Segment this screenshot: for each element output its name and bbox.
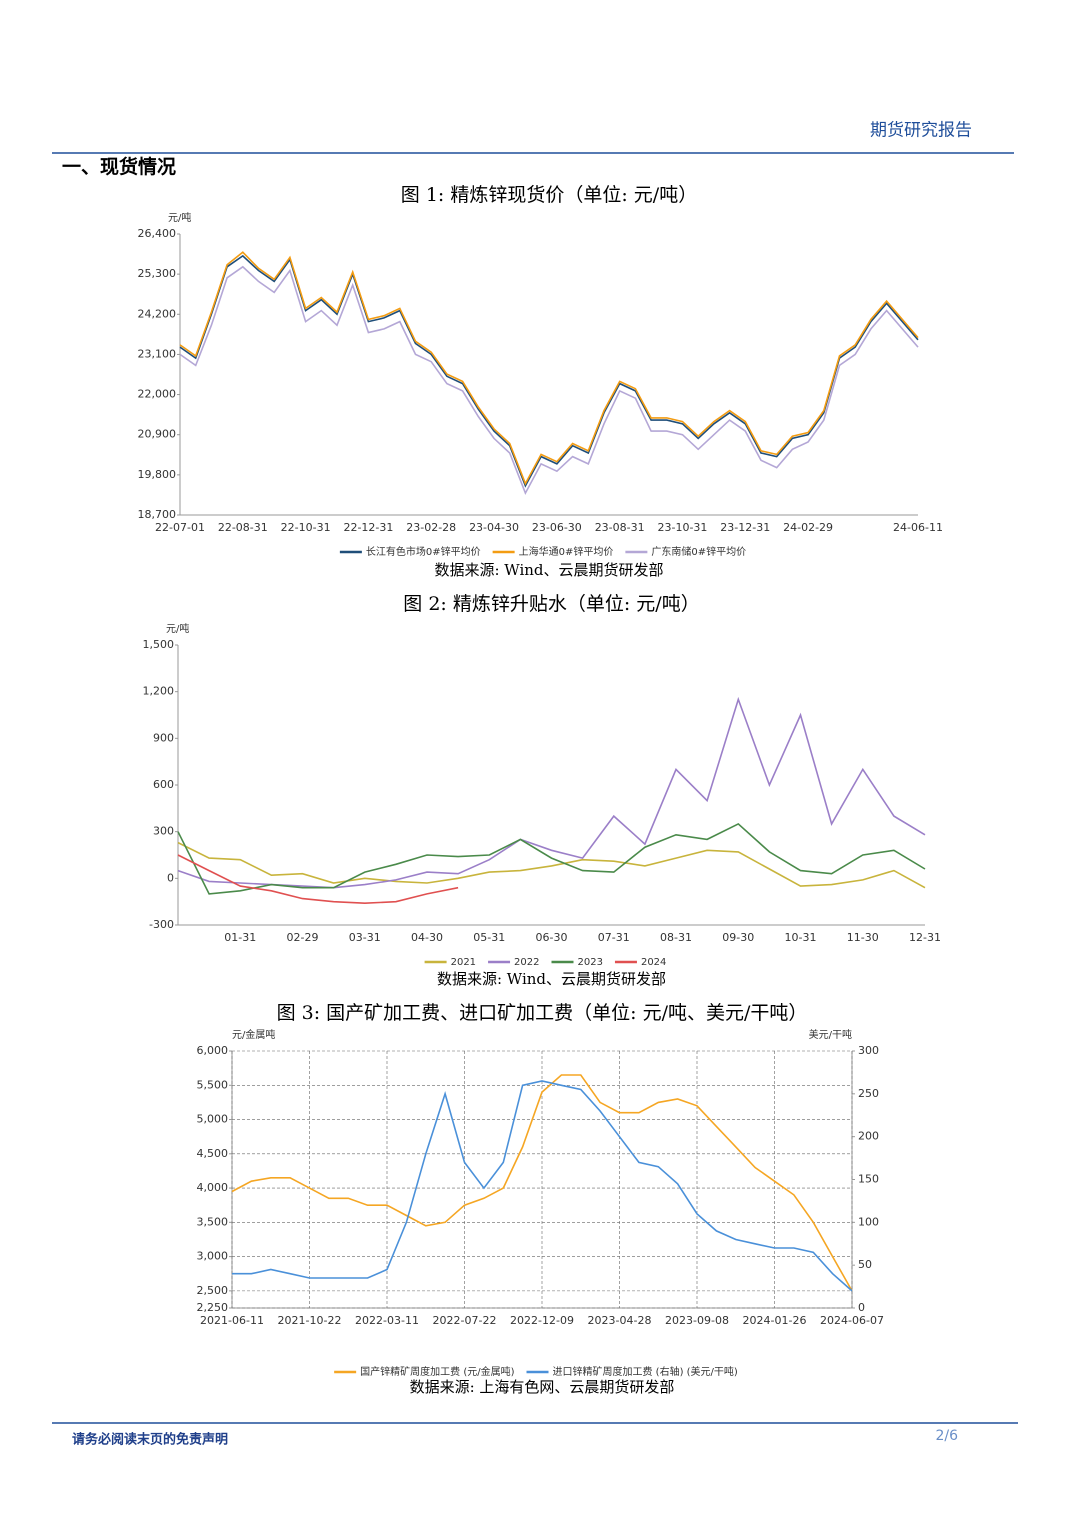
x-tick-label: 23-10-31 (657, 521, 707, 534)
chart-title: 图 3: 国产矿加工费、进口矿加工费（单位: 元/吨、美元/干吨） (277, 1002, 808, 1024)
x-tick-label: 2021-10-22 (278, 1314, 342, 1327)
legend-label: 广东南储0#锌平均价 (651, 545, 746, 558)
x-tick-label: 22-12-31 (343, 521, 393, 534)
y2-tick-label: 0 (858, 1301, 865, 1314)
y-tick-label: 900 (153, 731, 174, 744)
x-tick-label: 08-31 (660, 931, 692, 944)
x-tick-label: 04-30 (411, 931, 443, 944)
y-tick-label: 5,500 (197, 1078, 229, 1091)
y-axis-unit: 元/金属吨 (232, 1028, 275, 1041)
x-tick-label: 01-31 (224, 931, 256, 944)
chart-title: 图 2: 精炼锌升贴水（单位: 元/吨） (403, 593, 699, 615)
chart-title: 图 1: 精炼锌现货价（单位: 元/吨） (401, 184, 697, 206)
y-tick-label: 4,500 (197, 1147, 229, 1160)
y-axis-unit: 元/吨 (166, 622, 189, 635)
chart-source: 数据来源: Wind、云晨期货研发部 (437, 970, 666, 988)
legend-label: 2022 (514, 957, 539, 968)
y2-tick-label: 200 (858, 1130, 879, 1143)
x-tick-label: 23-12-31 (720, 521, 770, 534)
x-tick-label: 22-10-31 (281, 521, 331, 534)
y-tick-label: -300 (149, 918, 174, 931)
chart-source: 数据来源: 上海有色网、云晨期货研发部 (410, 1378, 675, 1396)
y-tick-label: 300 (153, 825, 174, 838)
disclaimer: 请务必阅读末页的免责声明 (72, 1432, 228, 1448)
y-tick-label: 18,700 (138, 508, 177, 521)
x-tick-label: 10-31 (785, 931, 817, 944)
x-tick-label: 22-08-31 (218, 521, 268, 534)
section-title: 一、现货情况 (62, 155, 176, 178)
series-line (177, 696, 926, 889)
legend-label: 2024 (641, 957, 666, 968)
x-tick-label: 23-08-31 (595, 521, 645, 534)
legend-label: 长江有色市场0#锌平均价 (366, 545, 481, 558)
y-tick-label: 4,000 (197, 1181, 229, 1194)
y-tick-label: 20,900 (138, 428, 177, 441)
y-tick-label: 22,000 (138, 388, 177, 401)
x-tick-label: 05-31 (473, 931, 505, 944)
x-tick-label: 11-30 (847, 931, 879, 944)
series-line (177, 854, 459, 905)
header-title: 期货研究报告 (870, 121, 972, 141)
y-tick-label: 5,000 (197, 1113, 229, 1126)
x-tick-label: 2024-01-26 (743, 1314, 807, 1327)
series-line (177, 822, 926, 895)
y-tick-label: 0 (167, 871, 174, 884)
y-tick-label: 23,100 (138, 347, 177, 360)
chart-source: 数据来源: Wind、云晨期货研发部 (434, 561, 663, 579)
y-tick-label: 19,800 (138, 468, 177, 481)
series-line (179, 254, 919, 488)
series-line (232, 1080, 853, 1292)
x-tick-label: 2022-07-22 (433, 1314, 497, 1327)
x-tick-label: 12-31 (909, 931, 941, 944)
y-tick-label: 3,000 (197, 1250, 229, 1263)
series-line (179, 265, 919, 496)
x-tick-label: 07-31 (598, 931, 630, 944)
legend-label: 进口锌精矿周度加工费 (右轴) (美元/干吨) (553, 1365, 738, 1378)
y-tick-label: 3,500 (197, 1215, 229, 1228)
x-tick-label: 23-04-30 (469, 521, 519, 534)
x-tick-label: 24-06-11 (893, 521, 943, 534)
x-tick-label: 2023-04-28 (588, 1314, 652, 1327)
y-tick-label: 1,200 (143, 685, 175, 698)
y2-tick-label: 250 (858, 1087, 879, 1100)
y2-tick-label: 150 (858, 1173, 879, 1186)
x-tick-label: 23-02-28 (406, 521, 456, 534)
x-tick-label: 2021-06-11 (200, 1314, 264, 1327)
legend-label: 2021 (451, 957, 476, 968)
y2-tick-label: 50 (858, 1258, 872, 1271)
page-number: 2/6 (935, 1428, 958, 1444)
x-tick-label: 09-30 (722, 931, 754, 944)
y-axis-unit: 元/吨 (168, 211, 191, 224)
legend-label: 2023 (578, 957, 603, 968)
x-tick-label: 2023-09-08 (665, 1314, 729, 1327)
y-tick-label: 2,500 (197, 1284, 229, 1297)
x-tick-label: 24-02-29 (783, 521, 833, 534)
legend-label: 上海华通0#锌平均价 (519, 545, 614, 558)
series-line (177, 841, 926, 889)
x-tick-label: 06-30 (536, 931, 568, 944)
y-tick-label: 6,000 (197, 1044, 229, 1057)
legend-label: 国产锌精矿周度加工费 (元/金属吨) (360, 1365, 514, 1378)
x-tick-label: 2024-06-07 (820, 1314, 884, 1327)
y-tick-label: 600 (153, 778, 174, 791)
x-tick-label: 02-29 (287, 931, 319, 944)
y-tick-label: 1,500 (143, 638, 175, 651)
x-tick-label: 22-07-01 (155, 521, 205, 534)
x-tick-label: 2022-12-09 (510, 1314, 574, 1327)
series-line (179, 251, 919, 486)
x-tick-label: 2022-03-11 (355, 1314, 419, 1327)
y-tick-label: 26,400 (138, 227, 177, 240)
x-tick-label: 23-06-30 (532, 521, 582, 534)
y-tick-label: 24,200 (138, 307, 177, 320)
y2-tick-label: 100 (858, 1215, 879, 1228)
y-tick-label: 25,300 (138, 267, 177, 280)
y2-tick-label: 300 (858, 1044, 879, 1057)
series-line (231, 1074, 853, 1292)
y2-axis-unit: 美元/干吨 (809, 1028, 852, 1041)
x-tick-label: 03-31 (349, 931, 381, 944)
y-tick-label: 2,250 (197, 1301, 229, 1314)
